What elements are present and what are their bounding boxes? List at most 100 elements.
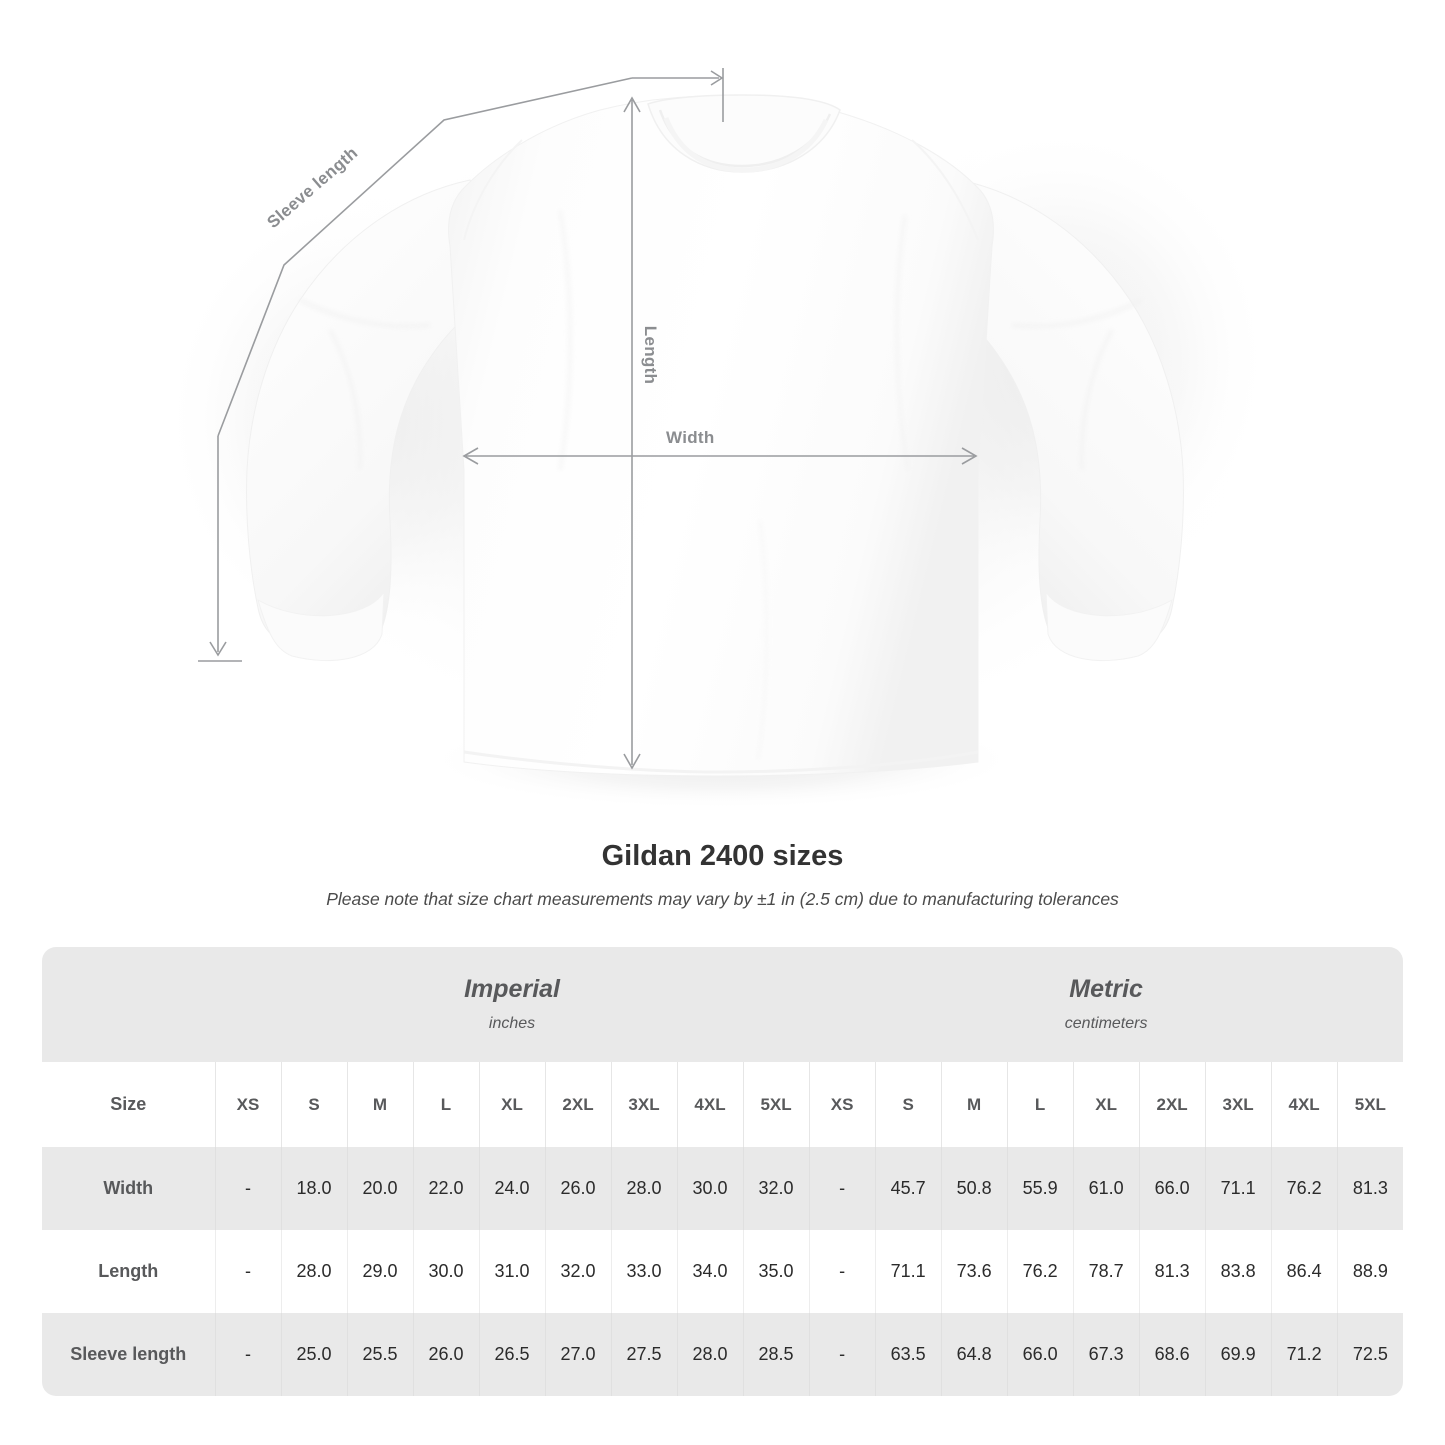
title-block: Gildan 2400 sizes Please note that size … xyxy=(0,840,1445,910)
unit-group-unit: inches xyxy=(488,1014,536,1032)
measurement-cell: 76.2 xyxy=(1270,1147,1338,1230)
measurement-guides xyxy=(198,68,978,770)
left-cuff xyxy=(257,590,385,662)
measurement-cell: 55.9 xyxy=(1006,1147,1074,1230)
measurement-cell: 88.9 xyxy=(1336,1230,1404,1313)
measurement-cell: 18.0 xyxy=(280,1147,347,1230)
measurement-cell: 71.1 xyxy=(1204,1147,1272,1230)
measurement-cell: 24.0 xyxy=(478,1147,545,1230)
tolerance-note: Please note that size chart measurements… xyxy=(326,889,1119,909)
size-column-header: XS xyxy=(808,1062,876,1147)
measurement-cell: 26.5 xyxy=(478,1313,545,1396)
shirt-diagram-svg xyxy=(160,68,1275,810)
unit-group-name: Imperial xyxy=(464,975,560,1004)
measurement-cell: 33.0 xyxy=(610,1230,677,1313)
unit-group-header-metric: Metric centimeters xyxy=(809,947,1404,1062)
measurement-cell: 68.6 xyxy=(1138,1313,1206,1396)
measurement-cell: 27.5 xyxy=(610,1313,677,1396)
measurement-cell: 66.0 xyxy=(1006,1313,1074,1396)
measurement-cell: 32.0 xyxy=(544,1230,611,1313)
left-shoulder-seam xyxy=(463,139,523,241)
measurement-cell: 32.0 xyxy=(742,1147,810,1230)
right-cuff xyxy=(1045,590,1173,662)
long-sleeve-shirt xyxy=(246,94,1184,777)
size-column-header: S xyxy=(874,1062,942,1147)
size-column-header: 4XL xyxy=(676,1062,743,1147)
measurement-cell: - xyxy=(214,1147,281,1230)
size-chart-table: Imperial inches Metric centimeters Size XS S M L… xyxy=(42,947,1404,1396)
measurement-cell: 28.0 xyxy=(676,1313,743,1396)
size-column-header: XL xyxy=(478,1062,545,1147)
width-guide xyxy=(462,447,978,465)
size-chart-table-wrapper: Imperial inches Metric centimeters Size XS S M L… xyxy=(42,947,1404,1396)
length-guide xyxy=(623,96,641,770)
size-column-header: 3XL xyxy=(610,1062,677,1147)
measurement-cell: 50.8 xyxy=(940,1147,1008,1230)
measurement-cell: 83.8 xyxy=(1204,1230,1272,1313)
unit-group-unit: centimeters xyxy=(1064,1014,1148,1032)
measurement-cell: 73.6 xyxy=(940,1230,1008,1313)
width-label: Width xyxy=(666,428,715,447)
unit-group-header-imperial: Imperial inches xyxy=(215,947,810,1062)
neck-ribbing xyxy=(663,117,829,173)
measurement-cell: 81.3 xyxy=(1336,1147,1404,1230)
size-column-header: 5XL xyxy=(742,1062,810,1147)
measurement-cell: 30.0 xyxy=(412,1230,479,1313)
size-column-header: XL xyxy=(1072,1062,1140,1147)
measurement-cell: 64.8 xyxy=(940,1313,1008,1396)
measurement-cell: 61.0 xyxy=(1072,1147,1140,1230)
measurement-row-label: Width xyxy=(42,1147,215,1230)
measurement-cell: - xyxy=(214,1230,281,1313)
garment-illustration: Sleeve length Length Width xyxy=(160,68,1275,810)
sleeve-length-guide xyxy=(198,68,724,662)
measurement-cell: - xyxy=(214,1313,281,1396)
bottom-hem xyxy=(463,750,979,774)
measurement-cell: 78.7 xyxy=(1072,1230,1140,1313)
measurement-cell: 72.5 xyxy=(1336,1313,1404,1396)
measurement-cell: - xyxy=(808,1230,876,1313)
measurement-cell: 20.0 xyxy=(346,1147,413,1230)
measurement-cell: 67.3 xyxy=(1072,1313,1140,1396)
size-column-header: 3XL xyxy=(1204,1062,1272,1147)
measurement-cell: 81.3 xyxy=(1138,1230,1206,1313)
measurement-cell: 34.0 xyxy=(676,1230,743,1313)
page-title: Gildan 2400 sizes xyxy=(601,840,844,872)
measurement-cell: 35.0 xyxy=(742,1230,810,1313)
right-shoulder-seam xyxy=(911,139,979,241)
group-header-spacer xyxy=(42,947,215,1062)
measurement-cell: - xyxy=(808,1313,876,1396)
measurement-cell: 71.2 xyxy=(1270,1313,1338,1396)
measurement-cell: 76.2 xyxy=(1006,1230,1074,1313)
size-column-header: 4XL xyxy=(1270,1062,1338,1147)
measurement-cell: 45.7 xyxy=(874,1147,942,1230)
size-header-label: Size xyxy=(42,1062,215,1147)
table-row: Width -18.0 20.0 22.0 24.0 26.0 28.0 30.0 32.0-4… xyxy=(42,1147,1404,1230)
size-column-header: XS xyxy=(214,1062,281,1147)
measurement-cell: 30.0 xyxy=(676,1147,743,1230)
unit-group-name: Metric xyxy=(1069,975,1143,1004)
table-row: Length -28.0 29.0 30.0 31.0 32.0 33.0 34.0 35.0-… xyxy=(42,1230,1404,1313)
measurement-cell: 28.0 xyxy=(280,1230,347,1313)
measurement-cell: 26.0 xyxy=(544,1147,611,1230)
size-column-header: L xyxy=(412,1062,479,1147)
size-column-header: 2XL xyxy=(544,1062,611,1147)
measurement-cell: 29.0 xyxy=(346,1230,413,1313)
fabric-folds xyxy=(298,209,1144,761)
size-column-header: L xyxy=(1006,1062,1074,1147)
size-column-header: M xyxy=(940,1062,1008,1147)
measurement-cell: 25.0 xyxy=(280,1313,347,1396)
measurement-cell: 86.4 xyxy=(1270,1230,1338,1313)
size-column-header: M xyxy=(346,1062,413,1147)
measurement-cell: 25.5 xyxy=(346,1313,413,1396)
measurement-cell: 26.0 xyxy=(412,1313,479,1396)
measurement-cell: 28.0 xyxy=(610,1147,677,1230)
measurement-cell: 31.0 xyxy=(478,1230,545,1313)
size-column-header: 5XL xyxy=(1336,1062,1404,1147)
measurement-cell: 69.9 xyxy=(1204,1313,1272,1396)
measurement-row-label: Length xyxy=(42,1230,215,1313)
table-row: Sleeve length -25.0 25.5 26.0 26.5 27.0 27.5 28… xyxy=(42,1313,1404,1396)
measurement-cell: 66.0 xyxy=(1138,1147,1206,1230)
size-column-header: 2XL xyxy=(1138,1062,1206,1147)
measurement-cell: 63.5 xyxy=(874,1313,942,1396)
shirt-body xyxy=(448,95,994,777)
